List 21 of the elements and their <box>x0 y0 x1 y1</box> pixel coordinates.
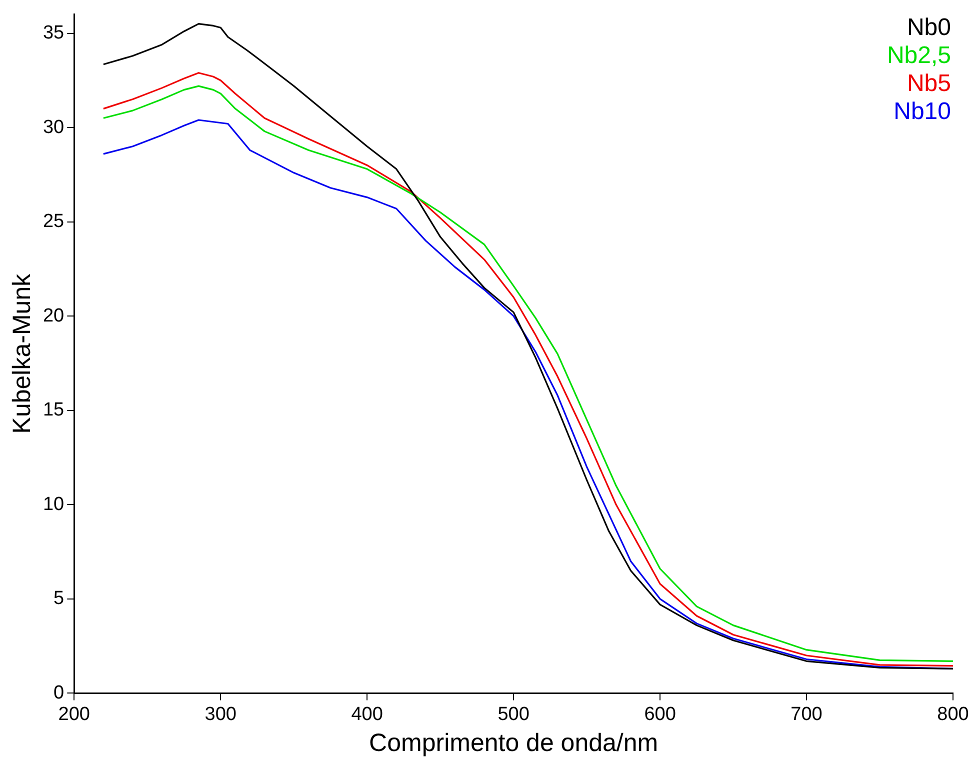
x-tick-label: 700 <box>790 704 822 725</box>
x-tick-label: 800 <box>937 704 969 725</box>
y-axis-title: Kubelka-Munk <box>8 273 36 434</box>
y-tick-label: 35 <box>42 22 64 44</box>
text: Nb0 <box>906 14 951 42</box>
y-tick-label: 10 <box>42 494 64 515</box>
y-tick-label: 5 <box>54 588 64 610</box>
text: Nb10 <box>894 98 951 126</box>
y-tick-label: 30 <box>42 116 64 138</box>
x-tick-label: 300 <box>204 704 236 725</box>
y-tick-label: 0 <box>54 682 64 704</box>
x-tick-label: 200 <box>58 704 90 725</box>
text: Nb2,5 <box>886 42 951 70</box>
x-tick-label: 500 <box>498 704 530 725</box>
x-tick-label: 400 <box>351 704 383 725</box>
y-tick-label: 15 <box>42 400 64 421</box>
text: Nb5 <box>906 70 951 98</box>
y-tick-label: 25 <box>42 211 64 232</box>
y-tick-label: 20 <box>42 305 64 326</box>
x-tick-label: 600 <box>644 704 676 725</box>
x-axis-title: Comprimento de onda/nm <box>369 728 658 757</box>
